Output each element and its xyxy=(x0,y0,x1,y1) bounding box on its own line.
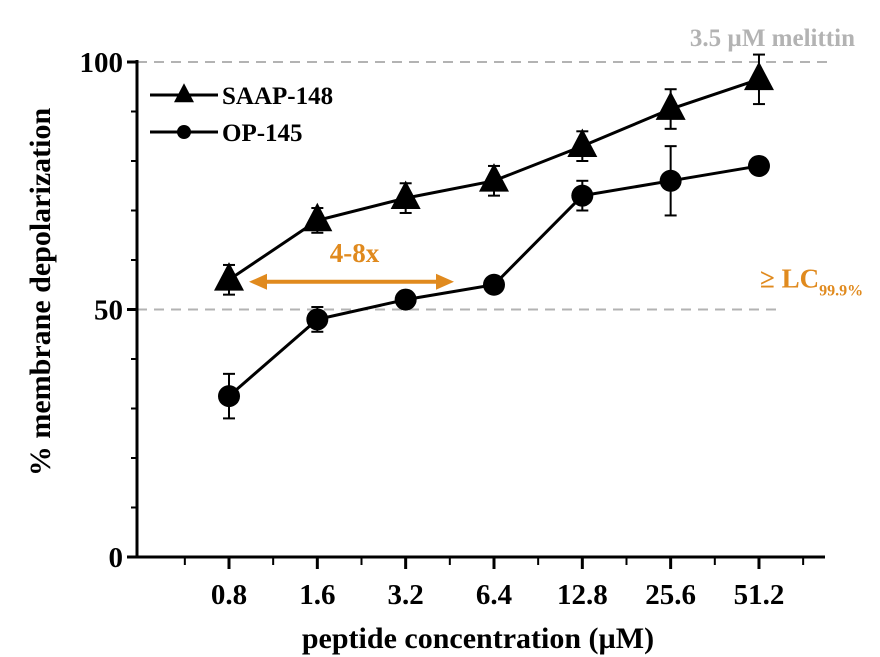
reference-label-lc-main: ≥ LC xyxy=(760,264,819,294)
reference-lines: 3.5 µM melittin ≥ LC99.9% xyxy=(137,25,863,311)
data-point-1-3 xyxy=(482,273,505,296)
series-1 xyxy=(218,145,770,420)
x-tick-label-4: 12.8 xyxy=(557,579,608,611)
data-point-0-3 xyxy=(478,163,509,192)
legend-marker-1 xyxy=(177,125,191,139)
data-point-1-6 xyxy=(747,154,770,177)
legend-label-1: OP-145 xyxy=(222,120,303,147)
legend-item-1: OP-145 xyxy=(150,120,303,147)
data-point-1-1 xyxy=(306,308,329,331)
axes: 0 50 100 0.8 1.6 3.2 6.4 12.8 25.6 51.2 peptide co… xyxy=(24,47,825,655)
data-point-0-1 xyxy=(302,202,333,232)
data-point-0-5 xyxy=(655,91,686,120)
series-0 xyxy=(214,53,774,296)
x-tick-label-1: 1.6 xyxy=(299,579,335,611)
x-tick-label-5: 25.6 xyxy=(645,579,696,611)
annotation-arrowhead-left xyxy=(249,273,267,290)
reference-label-lc-subscript: 99.9% xyxy=(819,283,863,300)
legend-label-0: SAAP-148 xyxy=(222,83,333,110)
data-point-0-4 xyxy=(567,128,598,157)
data-point-1-5 xyxy=(659,169,682,192)
x-tick-label-2: 3.2 xyxy=(388,579,424,611)
legend-marker-0 xyxy=(174,83,194,103)
data-point-0-6 xyxy=(743,61,774,91)
x-tick-label-6: 51.2 xyxy=(734,579,785,611)
y-tick-label-100: 100 xyxy=(80,47,124,79)
legend-item-0: SAAP-148 xyxy=(150,83,333,110)
y-tick-label-0: 0 xyxy=(109,542,124,574)
y-axis-label: % membrane depolarization xyxy=(24,108,57,477)
data-point-1-2 xyxy=(394,288,417,311)
x-tick-label-0: 0.8 xyxy=(211,579,247,611)
legend: SAAP-148 OP-145 xyxy=(150,83,333,147)
y-tick-label-50: 50 xyxy=(94,295,123,327)
reference-label-melittin: 3.5 µM melittin xyxy=(690,25,855,52)
data-point-0-0 xyxy=(214,262,244,291)
reference-label-lc: ≥ LC99.9% xyxy=(760,264,863,300)
data-point-1-0 xyxy=(218,385,240,408)
series xyxy=(214,53,774,420)
x-axis-label: peptide concentration (µM) xyxy=(302,622,654,655)
annotation-arrowhead-right xyxy=(435,273,454,290)
data-point-0-2 xyxy=(390,180,421,209)
data-point-1-4 xyxy=(571,184,594,207)
x-tick-label-3: 6.4 xyxy=(476,579,512,611)
annotations: 4-8x xyxy=(249,238,454,290)
annotation-label: 4-8x xyxy=(330,238,380,268)
